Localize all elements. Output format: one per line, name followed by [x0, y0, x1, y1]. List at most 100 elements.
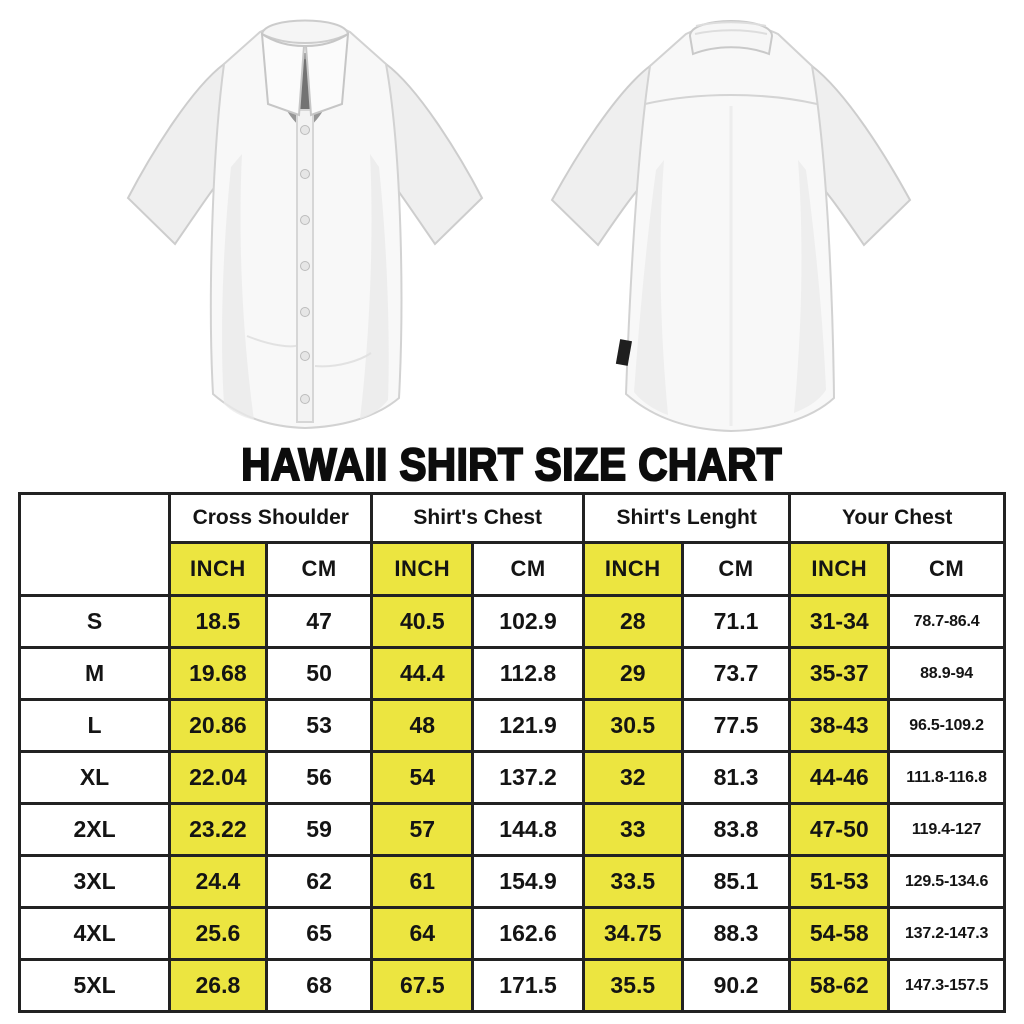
value-cell: 29: [581, 646, 684, 701]
value-cell: 137.2: [471, 750, 585, 805]
value-cell: 44.4: [370, 646, 475, 701]
table-row: M 19.68 50 44.4 112.8 29 73.7 35-37 88.9…: [17, 646, 1006, 701]
front-right-shade: [360, 154, 389, 419]
table-row: L 20.86 53 48 121.9 30.5 77.5 38-43 96.5…: [17, 698, 1006, 753]
value-cell: 171.5: [471, 958, 585, 1013]
button: [300, 125, 310, 135]
value-cell: 38-43: [788, 698, 891, 753]
value-cell: 19.68: [168, 646, 268, 701]
back-left-shade: [634, 160, 668, 415]
table-row: 5XL 26.8 68 67.5 171.5 35.5 90.2 58-62 1…: [17, 958, 1006, 1013]
value-cell: 144.8: [471, 802, 585, 857]
button: [300, 351, 310, 361]
value-cell: 112.8: [471, 646, 585, 701]
value-cell: 33: [581, 802, 684, 857]
value-cell: 73.7: [680, 646, 792, 701]
button: [300, 169, 310, 179]
value-cell: 47: [264, 594, 374, 649]
value-cell: 119.4-127: [887, 802, 1006, 857]
value-cell: 111.8-116.8: [887, 750, 1006, 805]
value-cell: 35-37: [788, 646, 891, 701]
value-cell: 129.5-134.6: [887, 854, 1006, 909]
size-cell: 5XL: [17, 958, 172, 1013]
value-cell: 77.5: [680, 698, 792, 753]
value-cell: 23.22: [168, 802, 268, 857]
size-cell: L: [17, 698, 172, 753]
size-cell: S: [17, 594, 172, 649]
value-cell: 65: [264, 906, 374, 961]
value-cell: 22.04: [168, 750, 268, 805]
page-title: HAWAII SHIRT SIZE CHART: [0, 438, 1024, 491]
value-cell: 83.8: [680, 802, 792, 857]
value-cell: 57: [370, 802, 475, 857]
value-cell: 58-62: [788, 958, 891, 1013]
value-cell: 34.75: [581, 906, 684, 961]
button: [300, 215, 310, 225]
value-cell: 25.6: [168, 906, 268, 961]
button: [300, 307, 310, 317]
value-cell: 56: [264, 750, 374, 805]
size-cell: M: [17, 646, 172, 701]
unit-header-cm: CM: [887, 541, 1006, 597]
size-cell: 2XL: [17, 802, 172, 857]
table-row: 3XL 24.4 62 61 154.9 33.5 85.1 51-53 129…: [17, 854, 1006, 909]
value-cell: 53: [264, 698, 374, 753]
value-cell: 44-46: [788, 750, 891, 805]
unit-header-cm: CM: [680, 541, 792, 597]
value-cell: 28: [581, 594, 684, 649]
unit-header-cm: CM: [471, 541, 585, 597]
value-cell: 50: [264, 646, 374, 701]
value-cell: 48: [370, 698, 475, 753]
value-cell: 96.5-109.2: [887, 698, 1006, 753]
page-title-text: HAWAII SHIRT SIZE CHART: [241, 438, 783, 491]
value-cell: 64: [370, 906, 475, 961]
corner-cell: [17, 492, 172, 597]
shirt-front-svg: [126, 19, 484, 430]
button: [300, 261, 310, 271]
value-cell: 88.9-94: [887, 646, 1006, 701]
value-cell: 35.5: [581, 958, 684, 1013]
size-cell: 3XL: [17, 854, 172, 909]
value-cell: 26.8: [168, 958, 268, 1013]
value-cell: 71.1: [680, 594, 792, 649]
value-cell: 81.3: [680, 750, 792, 805]
size-cell: 4XL: [17, 906, 172, 961]
value-cell: 102.9: [471, 594, 585, 649]
value-cell: 24.4: [168, 854, 268, 909]
value-cell: 78.7-86.4: [887, 594, 1006, 649]
value-cell: 20.86: [168, 698, 268, 753]
value-cell: 51-53: [788, 854, 891, 909]
size-chart-table: Cross Shoulder Shirt's Chest Shirt's Len…: [17, 492, 1006, 1013]
value-cell: 54: [370, 750, 475, 805]
back-collar-stitch: [695, 21, 767, 27]
column-group-header: Cross Shoulder: [168, 492, 374, 544]
button: [300, 394, 310, 404]
table-header-groups: Cross Shoulder Shirt's Chest Shirt's Len…: [17, 492, 1006, 597]
shirt-front-image: [112, 4, 498, 440]
value-cell: 85.1: [680, 854, 792, 909]
unit-header-inch: INCH: [581, 541, 684, 597]
value-cell: 67.5: [370, 958, 475, 1013]
size-cell: XL: [17, 750, 172, 805]
value-cell: 32: [581, 750, 684, 805]
value-cell: 121.9: [471, 698, 585, 753]
size-chart-table-wrap: Cross Shoulder Shirt's Chest Shirt's Len…: [17, 492, 1006, 1013]
column-group-header: Shirt's Lenght: [581, 492, 792, 544]
value-cell: 88.3: [680, 906, 792, 961]
value-cell: 147.3-157.5: [887, 958, 1006, 1013]
value-cell: 59: [264, 802, 374, 857]
table-row: 2XL 23.22 59 57 144.8 33 83.8 47-50 119.…: [17, 802, 1006, 857]
table-header-units: INCH CM INCH CM INCH CM INCH CM: [20, 541, 1006, 597]
unit-header-inch: INCH: [168, 541, 268, 597]
table-row: S 18.5 47 40.5 102.9 28 71.1 31-34 78.7-…: [17, 594, 1006, 649]
value-cell: 68: [264, 958, 374, 1013]
value-cell: 62: [264, 854, 374, 909]
value-cell: 154.9: [471, 854, 585, 909]
value-cell: 47-50: [788, 802, 891, 857]
shirt-back-image: [538, 10, 924, 440]
value-cell: 30.5: [581, 698, 684, 753]
value-cell: 18.5: [168, 594, 268, 649]
value-cell: 90.2: [680, 958, 792, 1013]
value-cell: 54-58: [788, 906, 891, 961]
back-collar-stitch: [694, 29, 768, 35]
